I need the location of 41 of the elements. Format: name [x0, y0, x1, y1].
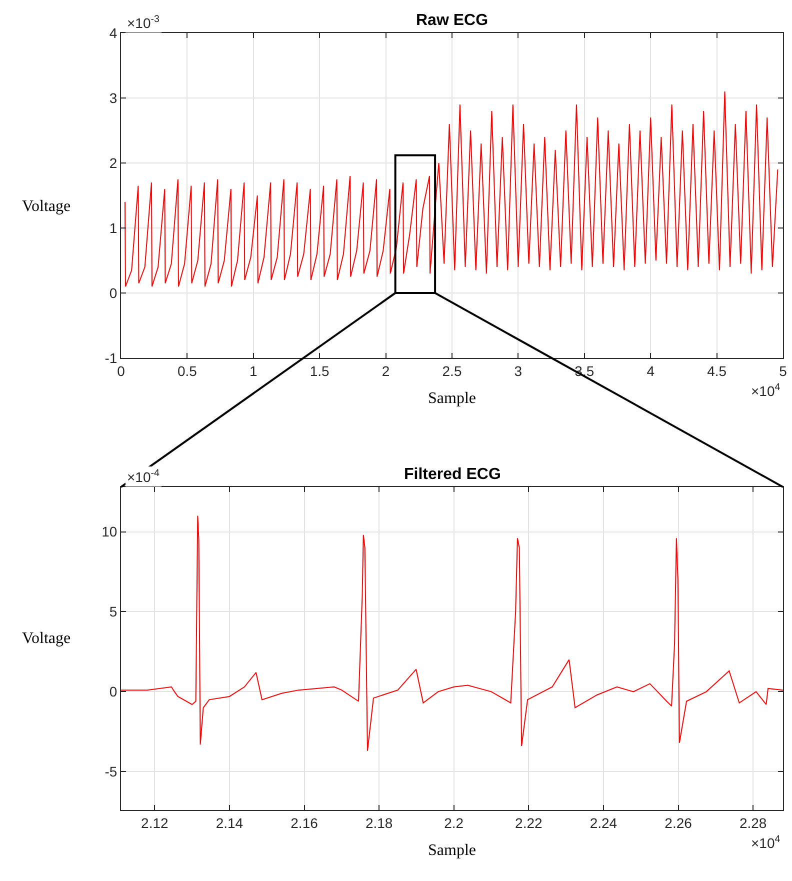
y-tick-label: 10	[102, 524, 118, 540]
text: ×10$^{4}$	[751, 382, 781, 399]
x-tick-label: 2.28	[739, 814, 767, 831]
x-axis-title: Sample	[428, 842, 476, 859]
x-tick-label: 2.26	[664, 814, 692, 831]
x-tick-label: 5	[779, 362, 788, 379]
chart-title: Filtered ECG	[404, 466, 501, 483]
x-tick-label: 2.12	[141, 814, 168, 831]
x-tick-label: 2.22	[515, 814, 543, 831]
y-tick-label: 0	[109, 284, 118, 301]
x-tick-label: 4.5	[707, 362, 727, 379]
y-tick-label: 4	[109, 24, 118, 41]
x-tick-label: 3	[514, 362, 522, 379]
y-tick-label: -1	[104, 350, 118, 366]
line-series	[121, 515, 783, 752]
y-tick-label: 0	[109, 684, 118, 700]
x-tick-label: 2.24	[590, 814, 618, 831]
y-tick-label: 1	[109, 220, 118, 236]
chart-title: Raw ECG	[416, 12, 488, 29]
y-tick-label: 5	[109, 604, 118, 620]
x-tick-label: 2.16	[290, 814, 318, 831]
y-tick-label: -5	[104, 764, 118, 780]
x-tick-label: 3.5	[574, 362, 594, 379]
x-tick-label: 4	[646, 362, 655, 379]
text: ×10$^{-3}$	[127, 14, 160, 31]
y-axis-title: Voltage	[22, 198, 71, 215]
y-tick-label: 3	[109, 90, 118, 106]
x-tick-label: 2.14	[216, 814, 244, 831]
text: ×10$^{4}$	[751, 834, 781, 851]
x-tick-label: 1	[250, 362, 258, 379]
x-tick-label: 2.2	[444, 814, 464, 831]
x-tick-label: 0.5	[177, 362, 198, 379]
text: ×10$^{-4}$	[127, 468, 160, 485]
x-axis-title: Sample	[428, 390, 476, 407]
line-series	[124, 91, 778, 287]
x-tick-label: 1.5	[310, 362, 330, 379]
x-tick-label: 2.18	[365, 814, 393, 831]
x-tick-label: 2	[382, 362, 390, 379]
y-axis-title: Voltage	[22, 630, 71, 647]
x-tick-label: 2.5	[442, 362, 462, 379]
y-tick-label: 2	[109, 154, 118, 171]
